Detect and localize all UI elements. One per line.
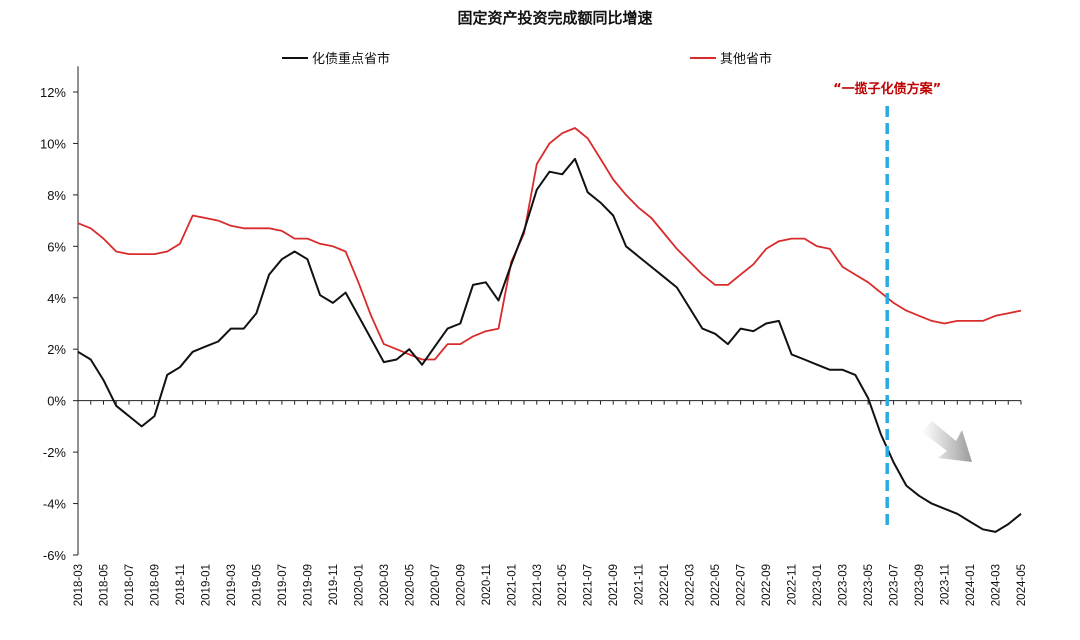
x-tick-label: 2020-01	[353, 564, 365, 606]
x-tick-label: 2018-03	[73, 564, 85, 606]
chart-title: 固定资产投资完成额同比增速	[457, 9, 652, 27]
x-tick-label: 2021-11	[634, 564, 646, 605]
x-tick-label: 2020-11	[481, 564, 493, 605]
x-tick-label: 2019-09	[302, 564, 314, 606]
y-tick-label: 2%	[47, 342, 66, 357]
legend-label: 其他省市	[720, 51, 772, 67]
x-tick-label: 2019-07	[277, 564, 289, 606]
x-tick-label: 2018-05	[98, 564, 110, 606]
y-tick-label: -4%	[43, 497, 67, 512]
x-tick-label: 2020-09	[455, 564, 467, 606]
x-tick-label: 2022-09	[761, 564, 773, 606]
y-tick-label: 4%	[47, 291, 66, 306]
series-layer	[77, 127, 1022, 533]
x-tick-label: 2023-03	[838, 564, 850, 606]
x-tick-label: 2021-03	[532, 564, 544, 606]
x-tick-label: 2021-01	[506, 564, 518, 606]
x-tick-label: 2020-07	[430, 564, 442, 606]
y-tick-label: 6%	[47, 239, 66, 254]
annotation-layer: “一揽子化债方案”	[833, 81, 941, 527]
trend-arrow-shape	[922, 421, 972, 462]
x-tick-label: 2019-05	[251, 564, 263, 606]
x-tick-label: 2018-07	[124, 564, 136, 606]
x-tick-label: 2021-05	[557, 564, 569, 606]
x-tick-label: 2021-09	[608, 564, 620, 606]
x-tick-label: 2023-01	[812, 564, 824, 606]
x-tick-label: 2024-05	[1016, 564, 1028, 606]
x-tick-label: 2019-11	[328, 564, 340, 605]
legend: 化债重点省市 其他省市	[282, 51, 772, 67]
x-tick-label: 2022-07	[736, 564, 748, 606]
annotation-label: “一揽子化债方案”	[833, 81, 941, 97]
x-tick-label: 2023-11	[940, 564, 952, 605]
x-tick-label: 2022-03	[685, 564, 697, 606]
down-trend-arrow-icon	[922, 421, 972, 462]
x-tick-label: 2023-05	[863, 564, 875, 606]
y-tick-label: -6%	[43, 548, 67, 563]
x-tick-label: 2022-11	[787, 564, 799, 605]
x-tick-label: 2019-03	[226, 564, 238, 606]
y-tick-label: 12%	[40, 85, 66, 100]
x-tick-label: 2018-09	[149, 564, 161, 606]
series-line	[77, 127, 1022, 361]
y-tick-label: 0%	[47, 394, 66, 409]
y-tick-label: 10%	[40, 136, 66, 151]
legend-label: 化债重点省市	[312, 51, 390, 67]
x-tick-label: 2022-05	[710, 564, 722, 606]
x-tick-label: 2021-07	[583, 564, 595, 606]
y-tick-label: -2%	[43, 445, 67, 460]
axes: -6% -4% -2% 0% 2% 4% 6% 8% 10% 12% 2018-03 2018-05 2…	[40, 66, 1028, 606]
x-tick-label: 2020-03	[379, 564, 391, 606]
x-tick-label: 2024-03	[991, 564, 1003, 606]
x-tick-label: 2022-01	[659, 564, 671, 606]
y-tick-label: 8%	[47, 188, 66, 203]
x-tick-label: 2019-01	[200, 564, 212, 606]
x-tick-label: 2023-07	[889, 564, 901, 606]
series-line	[77, 157, 1022, 533]
x-tick-label: 2020-05	[404, 564, 416, 606]
x-tick-label: 2018-11	[175, 564, 187, 605]
x-tick-label: 2024-01	[965, 564, 977, 606]
x-tick-label: 2023-09	[914, 564, 926, 606]
